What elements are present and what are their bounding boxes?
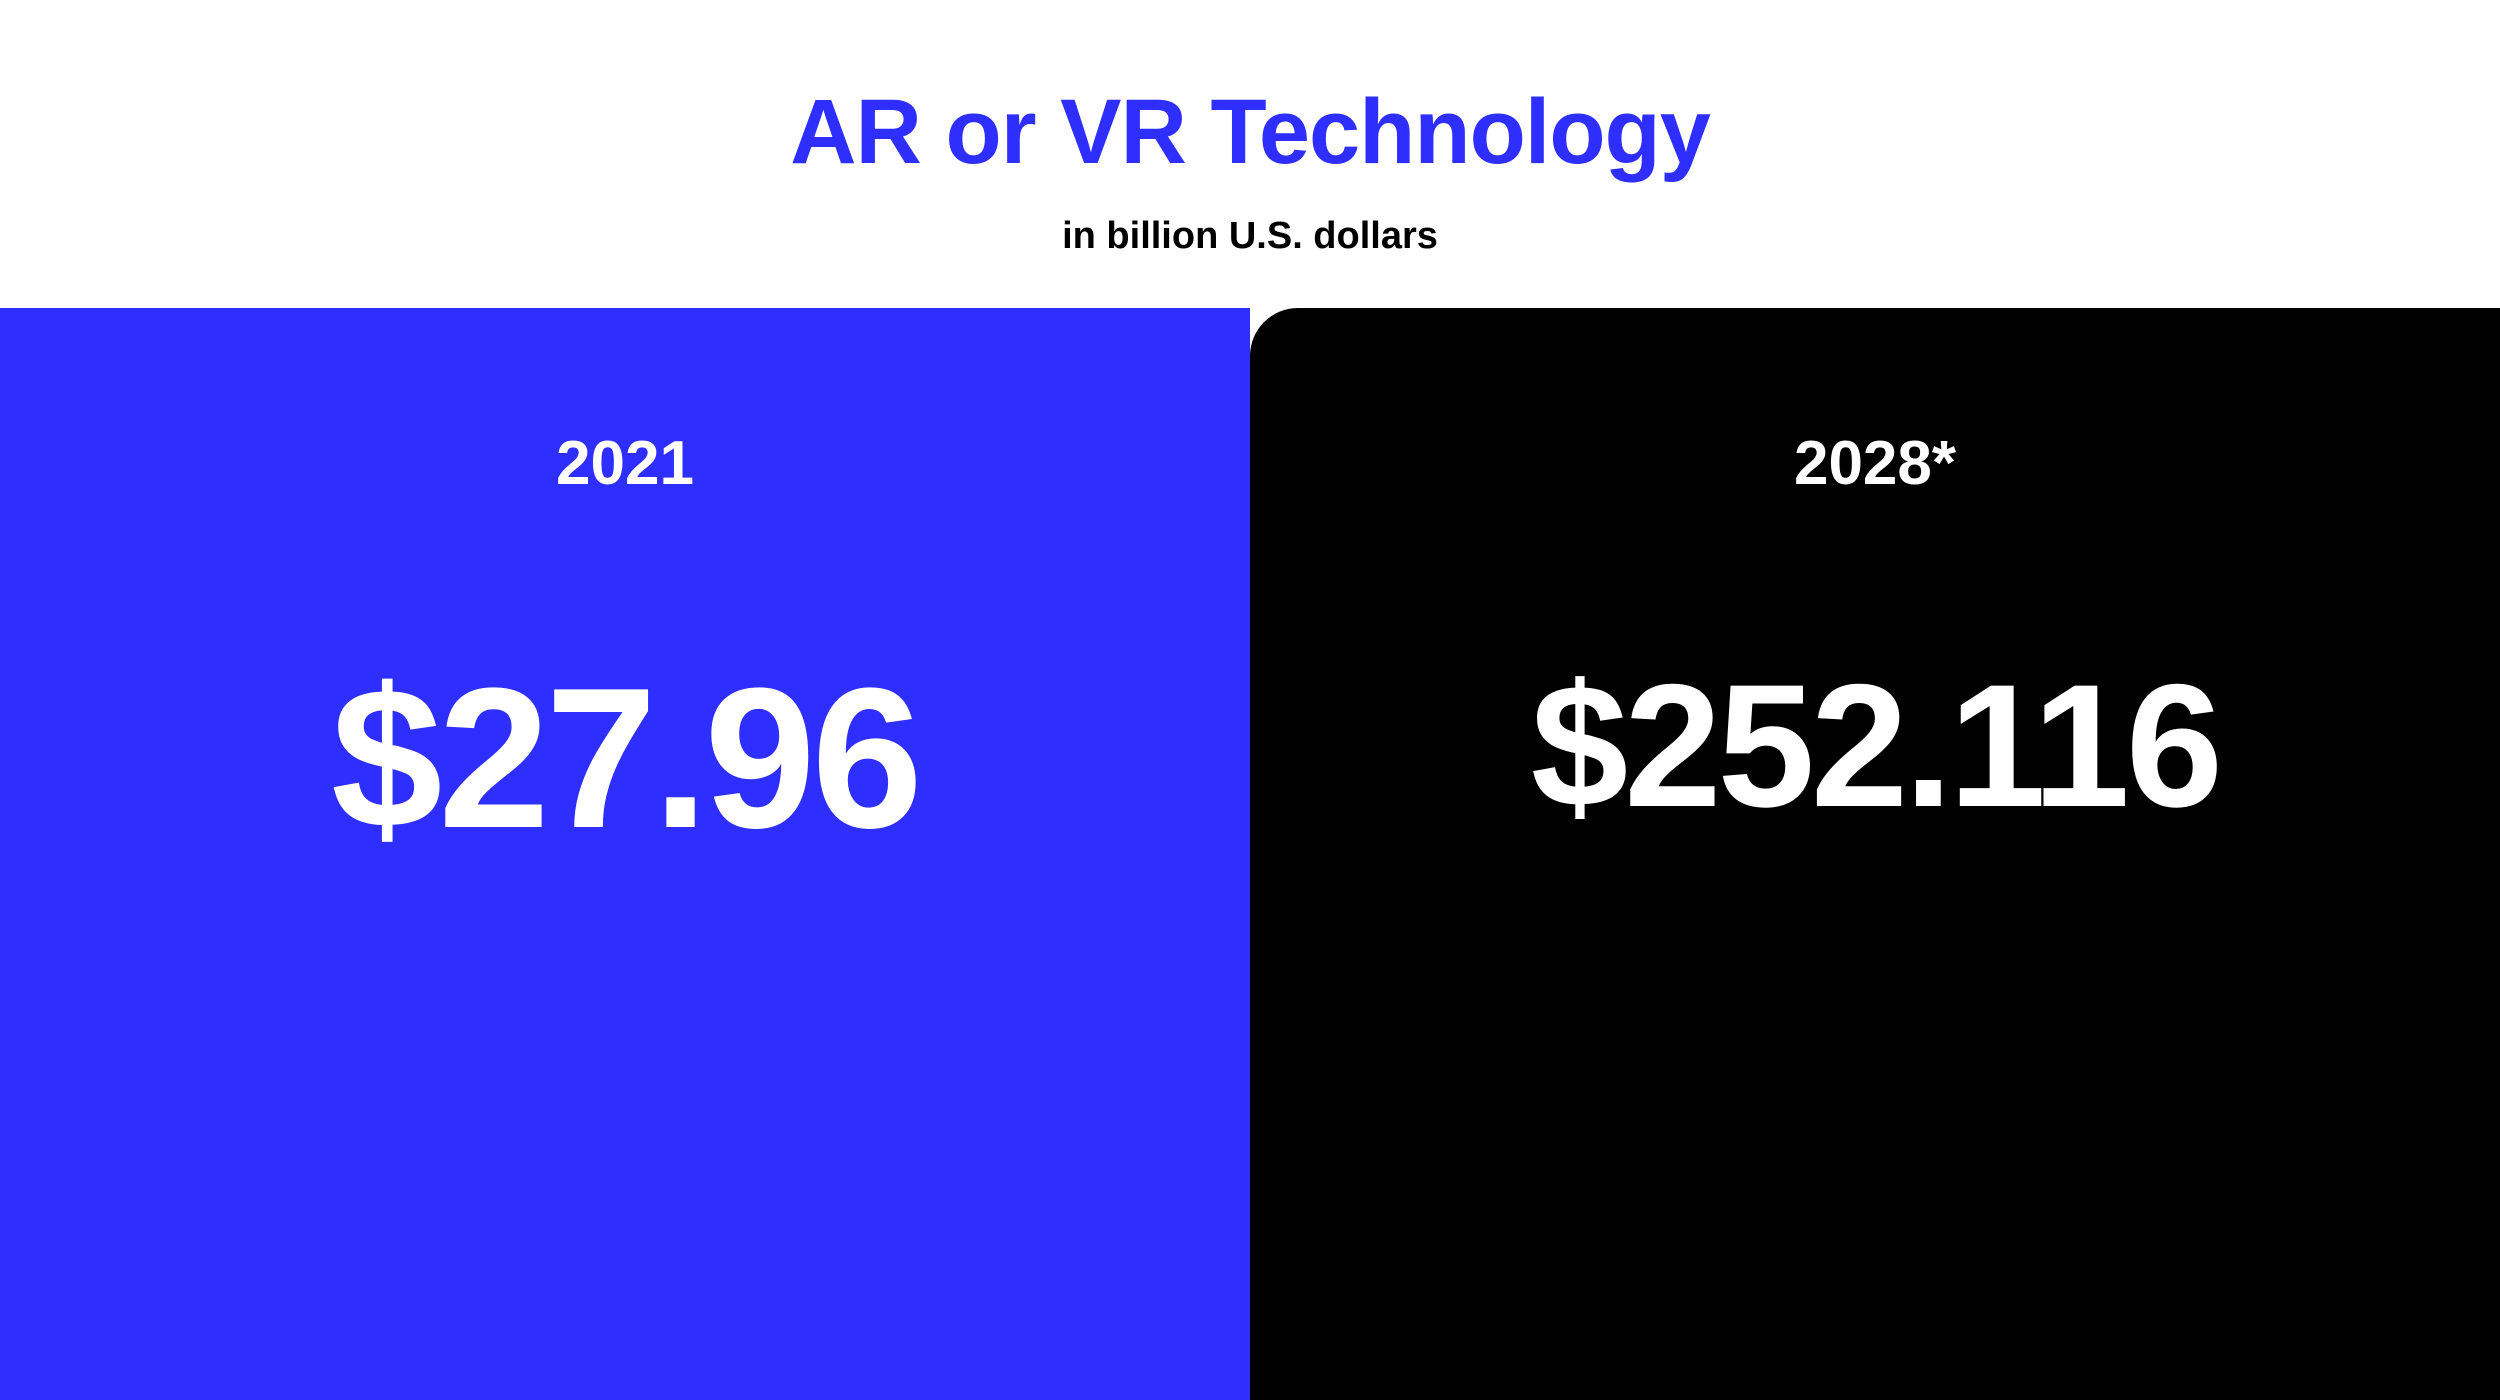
panel-2021: 2021 $27.96: [0, 308, 1250, 1400]
value-left: $27.96: [331, 659, 919, 859]
main-title: AR or VR Technology: [0, 80, 2500, 185]
header: AR or VR Technology in billion U.S. doll…: [0, 0, 2500, 308]
panel-2028: 2028* $252.116: [1250, 308, 2500, 1400]
panels-row: 2021 $27.96 2028* $252.116: [0, 308, 2500, 1400]
year-label-left: 2021: [556, 428, 694, 499]
value-right: $252.116: [1531, 659, 2219, 834]
infographic-container: AR or VR Technology in billion U.S. doll…: [0, 0, 2500, 1400]
year-label-right: 2028*: [1794, 428, 1956, 499]
subtitle: in billion U.S. dollars: [0, 215, 2500, 258]
